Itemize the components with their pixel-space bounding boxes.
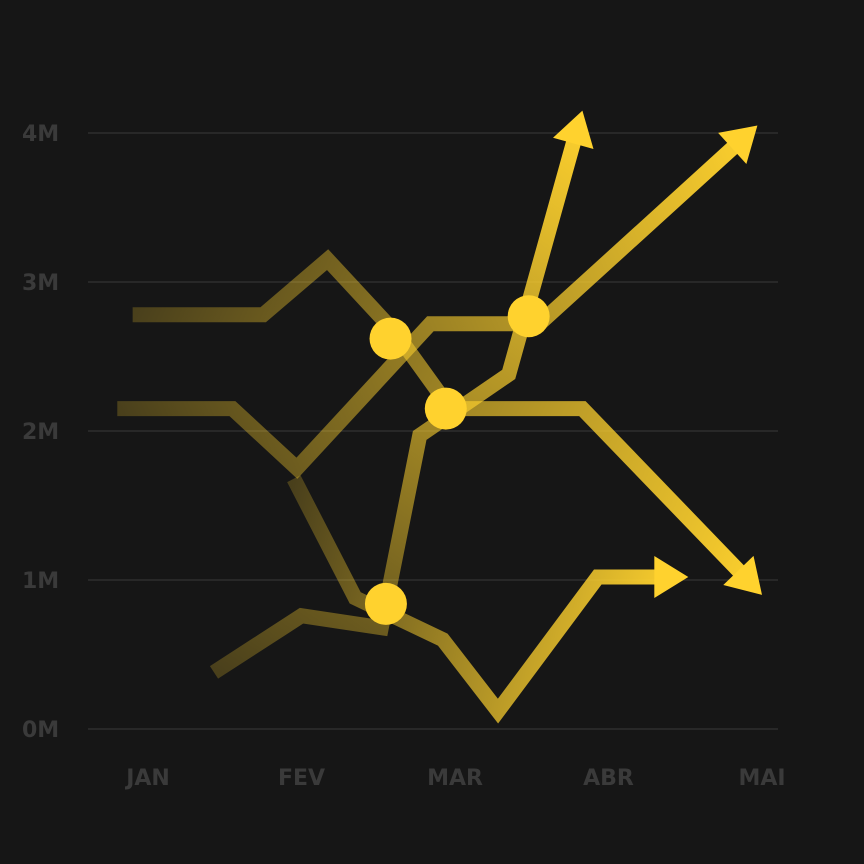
intersection-marker-2 [424,387,467,430]
y-tick-label: 4M [22,122,59,147]
series-arrow-3-icon [553,110,594,150]
y-axis-ticks: 0M 1M 2M 3M 4M [22,122,59,743]
series-arrow-4-icon [654,556,689,599]
y-tick-label: 2M [22,420,59,445]
series-arrow-1-icon [723,555,762,595]
y-tick-label: 3M [22,271,59,296]
series-line-2 [117,140,741,479]
y-tick-label: 1M [22,569,59,594]
x-tick-label: JAN [124,766,170,791]
series-line-4 [287,475,659,724]
x-tick-label: ABR [583,766,634,791]
intersection-markers [364,295,550,625]
x-tick-label: MAI [738,766,785,791]
x-axis-ticks: JAN FEV MAR ABR MAI [124,766,785,791]
intersection-marker-3 [507,295,550,338]
series-arrow-2-icon [718,125,758,164]
x-tick-label: FEV [278,766,325,791]
intersection-marker-4 [364,582,407,625]
intersection-marker-1 [369,317,412,360]
x-tick-label: MAR [427,766,483,791]
series-line-3 [209,137,582,679]
y-tick-label: 0M [22,718,59,743]
